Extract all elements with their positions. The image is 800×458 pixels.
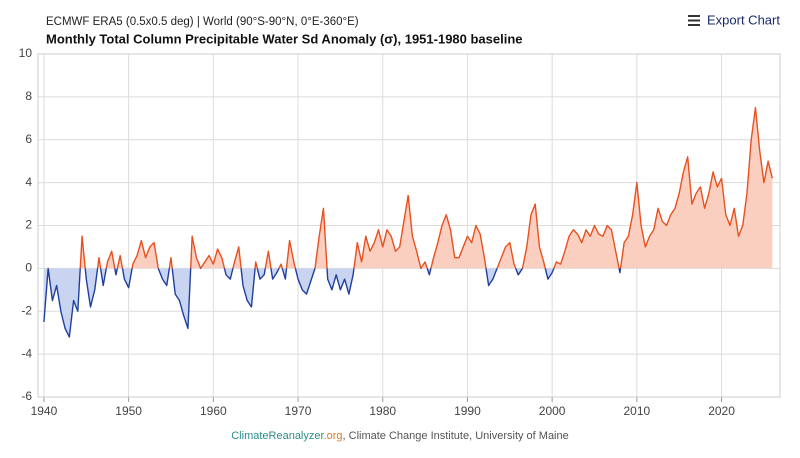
credit-site[interactable]: ClimateReanalyzer xyxy=(231,430,324,442)
x-tick-label: 1990 xyxy=(454,404,481,418)
y-tick-label: -4 xyxy=(21,346,32,360)
export-button[interactable]: Export Chart xyxy=(688,12,780,27)
menu-icon-bar xyxy=(688,19,700,22)
credit-tld[interactable]: .org xyxy=(324,430,343,442)
chart-subtitle: ECMWF ERA5 (0.5x0.5 deg) | World (90°S-9… xyxy=(46,16,359,28)
x-tick-label: 2020 xyxy=(708,404,735,418)
y-tick-label: 6 xyxy=(25,132,32,146)
x-tick-label: 2000 xyxy=(539,404,566,418)
credit-text: , Climate Change Institute, University o… xyxy=(343,430,569,442)
x-tick-label: 1960 xyxy=(200,404,227,418)
y-tick-label: -2 xyxy=(21,303,32,317)
y-tick-label: 4 xyxy=(25,175,32,189)
y-tick-label: 8 xyxy=(25,89,32,103)
x-tick-label: 2010 xyxy=(624,404,651,418)
y-tick-label: 10 xyxy=(19,46,33,60)
x-tick-label: 1940 xyxy=(31,404,58,418)
negative-line xyxy=(43,268,622,338)
x-tick-label: 1970 xyxy=(285,404,312,418)
export-label[interactable]: Export Chart xyxy=(707,12,780,27)
y-tick-label: 0 xyxy=(25,261,32,275)
menu-icon-bar xyxy=(688,15,700,17)
x-tick-label: 1950 xyxy=(115,404,142,418)
x-tick-label: 1980 xyxy=(369,404,396,418)
credit: ClimateReanalyzer.org, Climate Change In… xyxy=(231,430,569,442)
y-tick-label: 2 xyxy=(25,218,32,232)
menu-icon-bar xyxy=(688,24,700,26)
chart-title: Monthly Total Column Precipitable Water … xyxy=(46,31,523,46)
y-tick-label: -6 xyxy=(21,389,32,403)
plot-border xyxy=(37,53,781,398)
positive-line xyxy=(47,106,774,269)
positive-area xyxy=(43,107,773,269)
